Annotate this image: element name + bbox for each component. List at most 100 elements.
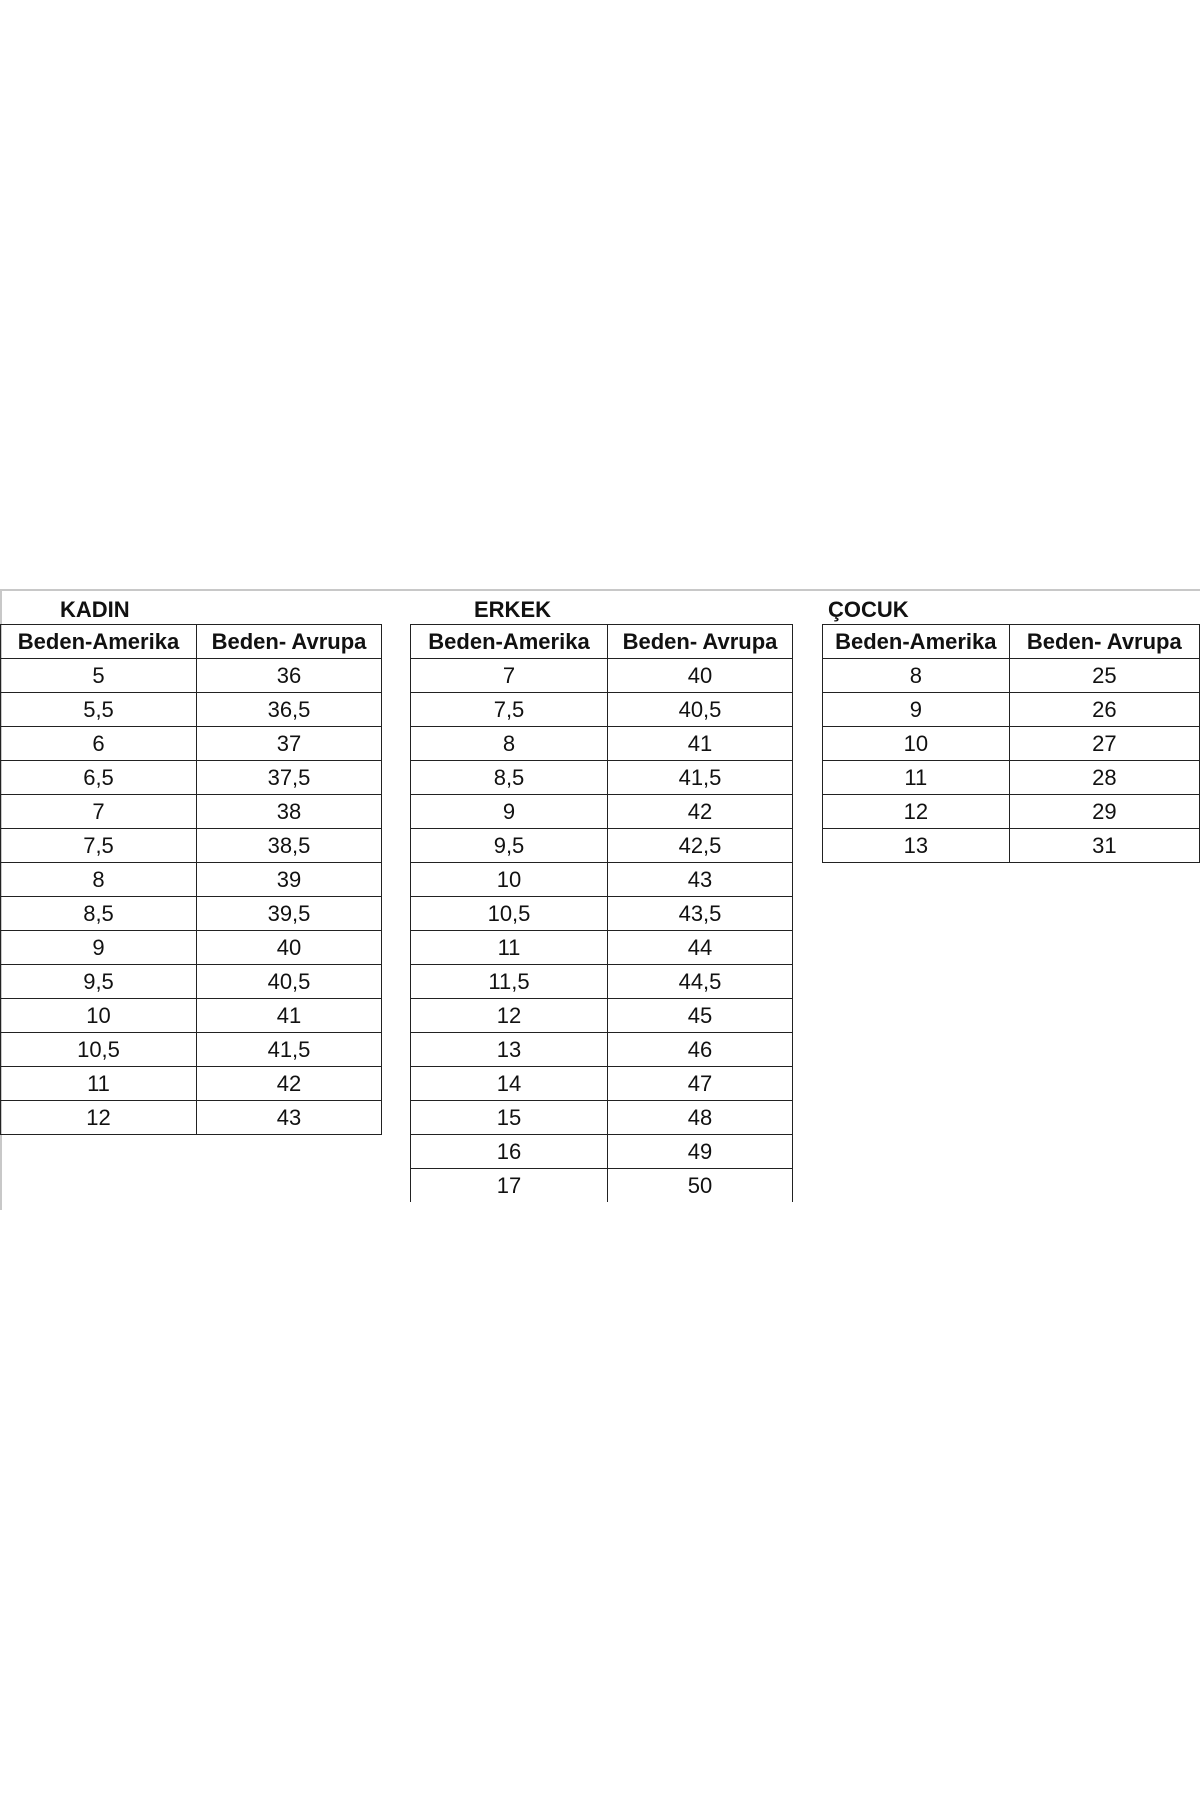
- europe-size-cell: 37,5: [196, 760, 382, 795]
- europe-size-cell: 46: [607, 1032, 793, 1067]
- america-size-cell: 9,5: [410, 828, 608, 863]
- europe-size-cell: 39: [196, 862, 382, 897]
- table-row: 9,5 42,5: [410, 828, 793, 863]
- table-row: 14 47: [410, 1066, 793, 1101]
- table-row: 16 49: [410, 1134, 793, 1169]
- header-europe: Beden- Avrupa: [1008, 624, 1200, 659]
- america-size-cell: 11: [0, 1066, 197, 1101]
- america-size-cell: 10: [410, 862, 608, 897]
- table-row: 7,5 40,5: [410, 692, 793, 727]
- table-row: 8 25: [822, 658, 1200, 693]
- europe-size-cell: 40: [607, 658, 793, 693]
- america-size-cell: 10,5: [0, 1032, 197, 1067]
- america-size-cell: 5: [0, 658, 197, 693]
- table-row: 6 37: [0, 726, 382, 761]
- europe-size-cell: 40,5: [196, 964, 382, 999]
- europe-size-cell: 44,5: [607, 964, 793, 999]
- europe-size-cell: 40: [196, 930, 382, 965]
- europe-size-cell: 45: [607, 998, 793, 1033]
- table-row: 17 50: [410, 1168, 793, 1202]
- europe-size-cell: 29: [1008, 794, 1200, 829]
- europe-size-cell: 41,5: [196, 1032, 382, 1067]
- america-size-cell: 17: [410, 1168, 608, 1202]
- table-row: 13 46: [410, 1032, 793, 1067]
- table-row: 10 43: [410, 862, 793, 897]
- europe-size-cell: 31: [1008, 828, 1200, 863]
- table-row: 11 28: [822, 760, 1200, 795]
- table-row: 9 26: [822, 692, 1200, 727]
- table-row: 9 42: [410, 794, 793, 829]
- america-size-cell: 13: [822, 828, 1010, 863]
- america-size-cell: 11: [822, 760, 1010, 795]
- america-size-cell: 8,5: [0, 896, 197, 931]
- europe-size-cell: 41: [607, 726, 793, 761]
- europe-size-cell: 25: [1008, 658, 1200, 693]
- table-row: 6,5 37,5: [0, 760, 382, 795]
- europe-size-cell: 41: [196, 998, 382, 1033]
- table-row: 11 44: [410, 930, 793, 965]
- europe-size-cell: 38: [196, 794, 382, 829]
- europe-size-cell: 37: [196, 726, 382, 761]
- europe-size-cell: 40,5: [607, 692, 793, 727]
- europe-size-cell: 47: [607, 1066, 793, 1101]
- table-row: 15 48: [410, 1100, 793, 1135]
- size-table-erkek: Beden-Amerika Beden- Avrupa 7 40 7,5 40,5 8 41 8…: [410, 624, 793, 1202]
- europe-size-cell: 38,5: [196, 828, 382, 863]
- america-size-cell: 8,5: [410, 760, 608, 795]
- table-row: 9,5 40,5: [0, 964, 382, 999]
- table-row: 12 29: [822, 794, 1200, 829]
- america-size-cell: 9: [822, 692, 1010, 727]
- table-row: 8,5 39,5: [0, 896, 382, 931]
- america-size-cell: 7,5: [0, 828, 197, 863]
- europe-size-cell: 36: [196, 658, 382, 693]
- header-america: Beden-Amerika: [410, 624, 608, 659]
- europe-size-cell: 28: [1008, 760, 1200, 795]
- header-europe: Beden- Avrupa: [607, 624, 793, 659]
- size-table-kadin: Beden-Amerika Beden- Avrupa 5 36 5,5 36,5 6 37 6…: [0, 624, 382, 1135]
- america-size-cell: 10: [822, 726, 1010, 761]
- america-size-cell: 7: [410, 658, 608, 693]
- europe-size-cell: 43: [196, 1100, 382, 1135]
- america-size-cell: 13: [410, 1032, 608, 1067]
- europe-size-cell: 36,5: [196, 692, 382, 727]
- table-row: 5 36: [0, 658, 382, 693]
- america-size-cell: 11,5: [410, 964, 608, 999]
- table-row: 8 41: [410, 726, 793, 761]
- table-row: 7 38: [0, 794, 382, 829]
- america-size-cell: 7: [0, 794, 197, 829]
- europe-size-cell: 27: [1008, 726, 1200, 761]
- header-america: Beden-Amerika: [822, 624, 1010, 659]
- america-size-cell: 12: [0, 1100, 197, 1135]
- america-size-cell: 15: [410, 1100, 608, 1135]
- america-size-cell: 9: [410, 794, 608, 829]
- europe-size-cell: 42,5: [607, 828, 793, 863]
- america-size-cell: 10: [0, 998, 197, 1033]
- table-title-cocuk: ÇOCUK: [828, 597, 909, 622]
- table-row: 10,5 43,5: [410, 896, 793, 931]
- table-row: 13 31: [822, 828, 1200, 863]
- table-row: 10 27: [822, 726, 1200, 761]
- table-row: 11 42: [0, 1066, 382, 1101]
- table-row: 10 41: [0, 998, 382, 1033]
- size-table-cocuk: Beden-Amerika Beden- Avrupa 8 25 9 26 10 27 11 28…: [822, 624, 1200, 863]
- europe-size-cell: 49: [607, 1134, 793, 1169]
- table-row: 12 43: [0, 1100, 382, 1135]
- table-title-erkek: ERKEK: [474, 597, 552, 622]
- header-europe: Beden- Avrupa: [196, 624, 382, 659]
- europe-size-cell: 39,5: [196, 896, 382, 931]
- europe-size-cell: 50: [607, 1168, 793, 1202]
- america-size-cell: 7,5: [410, 692, 608, 727]
- america-size-cell: 16: [410, 1134, 608, 1169]
- europe-size-cell: 43,5: [607, 896, 793, 931]
- table-row: 7 40: [410, 658, 793, 693]
- america-size-cell: 11: [410, 930, 608, 965]
- america-size-cell: 12: [410, 998, 608, 1033]
- table-title-kadin: KADIN: [60, 597, 130, 622]
- europe-size-cell: 44: [607, 930, 793, 965]
- europe-size-cell: 26: [1008, 692, 1200, 727]
- europe-size-cell: 43: [607, 862, 793, 897]
- table-row: 12 45: [410, 998, 793, 1033]
- america-size-cell: 8: [410, 726, 608, 761]
- table-row: 7,5 38,5: [0, 828, 382, 863]
- europe-size-cell: 42: [196, 1066, 382, 1101]
